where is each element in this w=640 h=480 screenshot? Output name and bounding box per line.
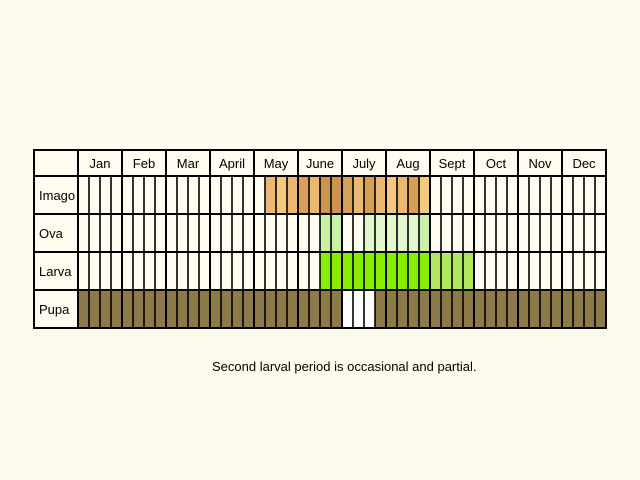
month-label-april: April <box>219 156 245 171</box>
segment-imago-3 <box>298 176 309 214</box>
segment-imago-8 <box>364 176 375 214</box>
segment-imago-7 <box>353 176 364 214</box>
month-label-mar: Mar <box>177 156 200 171</box>
row-label-ova: Ova <box>39 226 64 241</box>
segment-imago-10 <box>386 176 397 214</box>
month-label-sept: Sept <box>439 156 466 171</box>
month-label-dec: Dec <box>572 156 596 171</box>
segment-imago-9 <box>375 176 386 214</box>
chart-footnote: Second larval period is occasional and p… <box>212 359 477 374</box>
segment-imago-12 <box>408 176 419 214</box>
segment-ova-3 <box>419 214 430 252</box>
segment-imago-1 <box>276 176 287 214</box>
row-label-imago: Imago <box>39 188 75 203</box>
segment-pupa-2 <box>375 290 606 328</box>
month-label-june: June <box>306 156 334 171</box>
segment-imago-13 <box>419 176 430 214</box>
table-border <box>33 149 607 329</box>
row-label-pupa: Pupa <box>39 302 70 317</box>
month-label-oct: Oct <box>486 156 507 171</box>
month-label-aug: Aug <box>396 156 419 171</box>
month-label-july: July <box>352 156 376 171</box>
segment-imago-2 <box>287 176 298 214</box>
segment-ova-1 <box>364 214 375 252</box>
row-label-larva: Larva <box>39 264 72 279</box>
month-label-may: May <box>264 156 289 171</box>
segment-imago-0 <box>265 176 276 214</box>
segment-imago-6 <box>342 176 353 214</box>
month-label-jan: Jan <box>90 156 111 171</box>
segment-imago-4 <box>309 176 320 214</box>
segment-imago-11 <box>397 176 408 214</box>
segment-pupa-1 <box>342 290 375 328</box>
month-label-nov: Nov <box>528 156 552 171</box>
month-label-feb: Feb <box>133 156 155 171</box>
